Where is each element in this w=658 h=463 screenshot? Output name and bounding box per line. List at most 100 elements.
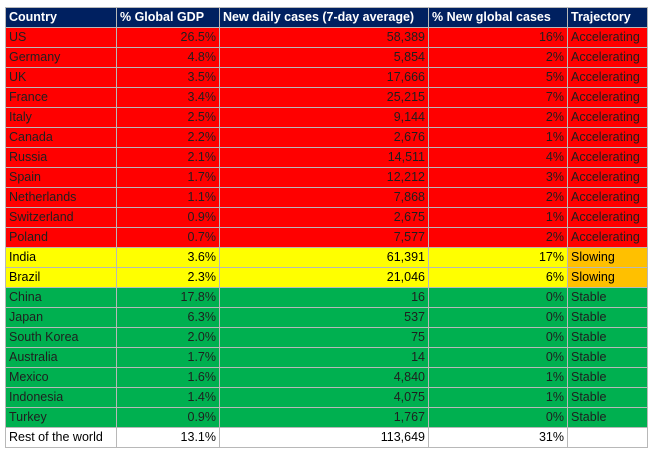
- cell-country: China: [5, 287, 117, 308]
- cell-share: 0%: [428, 287, 568, 308]
- cell-share: 0%: [428, 347, 568, 368]
- cell-trajectory: Accelerating: [567, 107, 648, 128]
- cell-trajectory: [567, 427, 648, 448]
- cell-gdp: 0.9%: [116, 207, 220, 228]
- table-row: India 3.6% 61,391 17% Slowing: [5, 247, 648, 268]
- table-row: France 3.4% 25,215 7% Accelerating: [5, 87, 648, 108]
- cell-country: Spain: [5, 167, 117, 188]
- table-row: Indonesia 1.4% 4,075 1% Stable: [5, 387, 648, 408]
- cell-new-cases: 58,389: [219, 27, 429, 48]
- cell-country: Australia: [5, 347, 117, 368]
- cell-country: Italy: [5, 107, 117, 128]
- header-country: Country: [5, 7, 117, 28]
- covid-cases-table: Country % Global GDP New daily cases (7-…: [5, 7, 648, 448]
- cell-gdp: 2.5%: [116, 107, 220, 128]
- cell-new-cases: 61,391: [219, 247, 429, 268]
- cell-country: France: [5, 87, 117, 108]
- cell-new-cases: 537: [219, 307, 429, 328]
- cell-trajectory: Accelerating: [567, 67, 648, 88]
- cell-country: UK: [5, 67, 117, 88]
- cell-country: Mexico: [5, 367, 117, 388]
- cell-country: Brazil: [5, 267, 117, 288]
- cell-country: Switzerland: [5, 207, 117, 228]
- cell-new-cases: 16: [219, 287, 429, 308]
- cell-gdp: 1.6%: [116, 367, 220, 388]
- table-row: Italy 2.5% 9,144 2% Accelerating: [5, 107, 648, 128]
- cell-new-cases: 5,854: [219, 47, 429, 68]
- cell-trajectory: Slowing: [567, 247, 648, 268]
- cell-gdp: 6.3%: [116, 307, 220, 328]
- cell-share: 0%: [428, 407, 568, 428]
- cell-trajectory: Stable: [567, 287, 648, 308]
- table-row: UK 3.5% 17,666 5% Accelerating: [5, 67, 648, 88]
- cell-new-cases: 14: [219, 347, 429, 368]
- cell-trajectory: Accelerating: [567, 167, 648, 188]
- cell-gdp: 2.0%: [116, 327, 220, 348]
- cell-country: Netherlands: [5, 187, 117, 208]
- cell-new-cases: 25,215: [219, 87, 429, 108]
- cell-trajectory: Stable: [567, 407, 648, 428]
- header-gdp: % Global GDP: [116, 7, 220, 28]
- cell-new-cases: 14,511: [219, 147, 429, 168]
- cell-new-cases: 7,577: [219, 227, 429, 248]
- cell-share: 1%: [428, 387, 568, 408]
- header-row: Country % Global GDP New daily cases (7-…: [5, 7, 648, 28]
- table-row: Turkey 0.9% 1,767 0% Stable: [5, 407, 648, 428]
- cell-share: 2%: [428, 107, 568, 128]
- cell-country: Russia: [5, 147, 117, 168]
- cell-country: US: [5, 27, 117, 48]
- cell-gdp: 17.8%: [116, 287, 220, 308]
- cell-gdp: 0.7%: [116, 227, 220, 248]
- cell-country: Canada: [5, 127, 117, 148]
- cell-trajectory: Accelerating: [567, 227, 648, 248]
- cell-gdp: 4.8%: [116, 47, 220, 68]
- cell-gdp: 1.7%: [116, 347, 220, 368]
- cell-new-cases: 4,075: [219, 387, 429, 408]
- table-row: Rest of the world 13.1% 113,649 31%: [5, 427, 648, 448]
- table-body: US 26.5% 58,389 16% Accelerating Germany 4.8% 5…: [5, 27, 648, 448]
- cell-share: 2%: [428, 47, 568, 68]
- cell-trajectory: Accelerating: [567, 187, 648, 208]
- cell-trajectory: Accelerating: [567, 127, 648, 148]
- table-row: South Korea 2.0% 75 0% Stable: [5, 327, 648, 348]
- cell-trajectory: Stable: [567, 327, 648, 348]
- table-row: Poland 0.7% 7,577 2% Accelerating: [5, 227, 648, 248]
- cell-country: India: [5, 247, 117, 268]
- table-row: Switzerland 0.9% 2,675 1% Accelerating: [5, 207, 648, 228]
- cell-share: 5%: [428, 67, 568, 88]
- cell-trajectory: Accelerating: [567, 87, 648, 108]
- cell-new-cases: 7,868: [219, 187, 429, 208]
- header-share: % New global cases: [428, 7, 568, 28]
- cell-new-cases: 75: [219, 327, 429, 348]
- cell-share: 0%: [428, 307, 568, 328]
- table-row: US 26.5% 58,389 16% Accelerating: [5, 27, 648, 48]
- cell-share: 2%: [428, 187, 568, 208]
- cell-new-cases: 4,840: [219, 367, 429, 388]
- cell-trajectory: Stable: [567, 367, 648, 388]
- cell-share: 2%: [428, 227, 568, 248]
- cell-share: 7%: [428, 87, 568, 108]
- table-row: Spain 1.7% 12,212 3% Accelerating: [5, 167, 648, 188]
- cell-share: 1%: [428, 207, 568, 228]
- table-row: Australia 1.7% 14 0% Stable: [5, 347, 648, 368]
- table-row: Russia 2.1% 14,511 4% Accelerating: [5, 147, 648, 168]
- cell-gdp: 2.2%: [116, 127, 220, 148]
- table-row: Germany 4.8% 5,854 2% Accelerating: [5, 47, 648, 68]
- cell-new-cases: 9,144: [219, 107, 429, 128]
- cell-country: South Korea: [5, 327, 117, 348]
- cell-new-cases: 12,212: [219, 167, 429, 188]
- cell-gdp: 1.4%: [116, 387, 220, 408]
- cell-gdp: 1.7%: [116, 167, 220, 188]
- cell-country: Japan: [5, 307, 117, 328]
- cell-gdp: 3.6%: [116, 247, 220, 268]
- cell-gdp: 26.5%: [116, 27, 220, 48]
- cell-country: Turkey: [5, 407, 117, 428]
- cell-trajectory: Stable: [567, 307, 648, 328]
- cell-share: 3%: [428, 167, 568, 188]
- cell-new-cases: 2,676: [219, 127, 429, 148]
- cell-gdp: 3.4%: [116, 87, 220, 108]
- table-row: Mexico 1.6% 4,840 1% Stable: [5, 367, 648, 388]
- cell-country: Poland: [5, 227, 117, 248]
- table-row: China 17.8% 16 0% Stable: [5, 287, 648, 308]
- cell-gdp: 2.1%: [116, 147, 220, 168]
